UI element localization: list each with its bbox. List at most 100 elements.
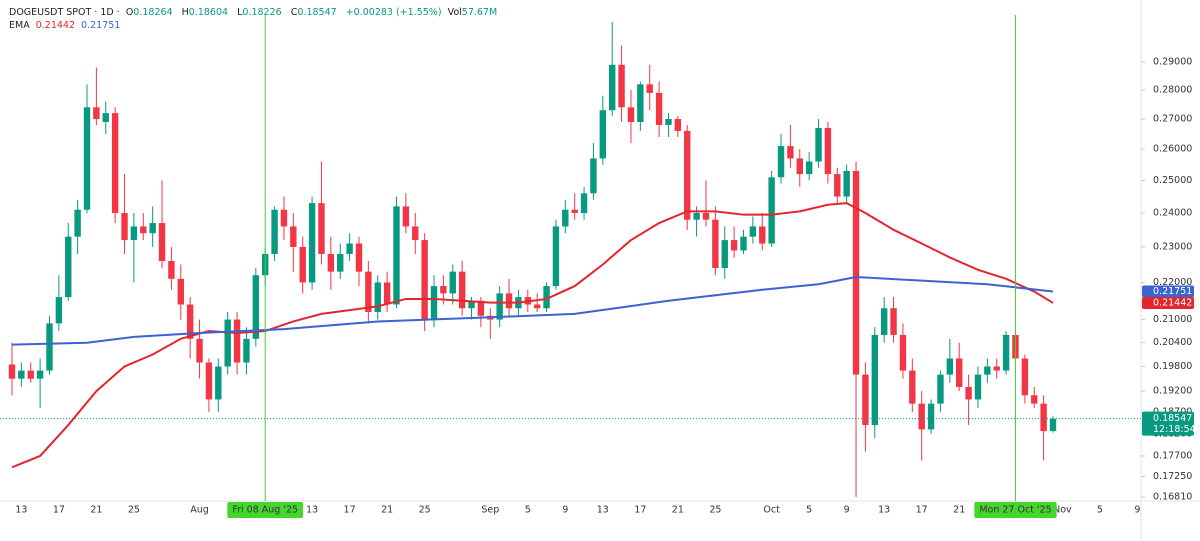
- crosshair-label-text: Fri 08 Aug '25: [232, 505, 298, 516]
- change: +0.00283 (+1.55%): [345, 7, 442, 18]
- crosshair-label-text: Mon 27 Oct '25: [979, 505, 1051, 516]
- x-tick-label: 21: [953, 505, 965, 516]
- candle-body: [168, 260, 175, 279]
- candle-body: [74, 209, 81, 237]
- candle-body: [852, 170, 860, 375]
- candle-body: [430, 286, 438, 320]
- ema-value: 0.21751: [81, 20, 121, 31]
- candle-body: [83, 107, 91, 210]
- candle-body: [271, 209, 278, 254]
- x-tick-label: 5: [1097, 505, 1103, 516]
- candle-body: [280, 209, 288, 227]
- candle-body: [871, 334, 879, 426]
- x-tick-label: 25: [128, 505, 140, 516]
- candle-body: [383, 282, 391, 305]
- candle-body: [740, 236, 747, 251]
- x-tick-label: 13: [306, 505, 318, 516]
- x-tick-label: 17: [916, 505, 928, 516]
- last-price-tag-bg: [1142, 411, 1194, 436]
- candle-body: [412, 226, 419, 241]
- candle-body: [721, 240, 728, 269]
- candle-body: [730, 240, 738, 251]
- candle-body: [843, 170, 850, 197]
- last-price-tag: 0.18547: [1153, 413, 1192, 424]
- candle-body: [93, 107, 100, 120]
- x-tick-label: Aug: [190, 505, 209, 516]
- candle-body: [308, 203, 316, 283]
- candle-body: [927, 403, 935, 430]
- candle-body: [946, 358, 954, 375]
- ohlc-high: H0.18604: [182, 7, 231, 18]
- candle-body: [496, 293, 503, 320]
- candle-body: [609, 64, 616, 111]
- candle-body: [665, 119, 672, 125]
- y-tick-label: 0.19200: [1153, 386, 1192, 397]
- candle-body: [224, 319, 231, 367]
- candle-body: [205, 362, 213, 400]
- ema-line: [11, 202, 1054, 469]
- candle-body: [796, 158, 803, 175]
- candle-body: [768, 177, 775, 244]
- open-value: 0.18264: [133, 7, 173, 18]
- y-tick-label: 0.25000: [1153, 175, 1192, 186]
- x-tick-label: 17: [634, 505, 646, 516]
- candle-body: [834, 174, 841, 197]
- candle-body: [637, 84, 644, 122]
- low-value: 0.18226: [242, 7, 282, 18]
- candle-body: [618, 64, 625, 108]
- candle-body: [318, 203, 325, 254]
- countdown: 12:18:54: [1153, 424, 1196, 435]
- candle-body: [46, 323, 53, 371]
- close-value: 0.18547: [297, 7, 337, 18]
- candle-body: [684, 130, 691, 220]
- prefix: H: [181, 7, 189, 18]
- x-tick-label: 17: [344, 505, 356, 516]
- candle-body: [712, 219, 719, 269]
- x-tick-label: 21: [672, 505, 684, 516]
- candle-body: [299, 246, 306, 283]
- candle-body: [337, 253, 344, 272]
- x-tick-label: 9: [844, 505, 850, 516]
- candle-body: [543, 286, 550, 309]
- candle-body: [702, 213, 710, 220]
- candle-body: [158, 223, 166, 261]
- candle-body: [55, 297, 63, 324]
- x-tick-label: 17: [53, 505, 65, 516]
- candle-body: [196, 338, 203, 363]
- ema-value: 0.21442: [35, 20, 76, 31]
- candle-body: [956, 358, 963, 387]
- plot-area: [0, 15, 1141, 501]
- candle-body: [8, 364, 16, 379]
- candle-body: [233, 319, 241, 363]
- candle-body: [899, 334, 907, 371]
- candle-body: [505, 293, 513, 309]
- y-tick-label: 0.22000: [1153, 277, 1192, 288]
- x-tick-label: 21: [381, 505, 393, 516]
- candle-body: [646, 84, 653, 93]
- candle-body: [1021, 358, 1029, 396]
- candle-body: [1049, 418, 1057, 431]
- candle-body: [355, 243, 363, 272]
- candle-body: [693, 213, 700, 220]
- candle-body: [1031, 395, 1038, 404]
- candle-body: [18, 370, 25, 379]
- candle-body: [374, 282, 381, 313]
- candle-body: [327, 253, 335, 272]
- prefix: L: [237, 7, 243, 18]
- x-tick-label: 9: [562, 505, 568, 516]
- y-tick-label: 0.20400: [1153, 337, 1192, 348]
- candle-body: [580, 193, 588, 214]
- candle-body: [393, 206, 400, 305]
- x-tick-label: 25: [419, 505, 431, 516]
- y-tick-label: 0.26000: [1153, 144, 1192, 155]
- candle-body: [890, 308, 897, 335]
- candle-body: [918, 403, 925, 430]
- y-tick-label: 0.28000: [1153, 85, 1192, 96]
- x-tick-label: 13: [597, 505, 609, 516]
- ema-price-tag-bg: [1142, 296, 1194, 309]
- crosshair-label: Fri 08 Aug '25: [227, 502, 304, 518]
- candle-body: [458, 271, 466, 309]
- candle-body: [674, 119, 682, 131]
